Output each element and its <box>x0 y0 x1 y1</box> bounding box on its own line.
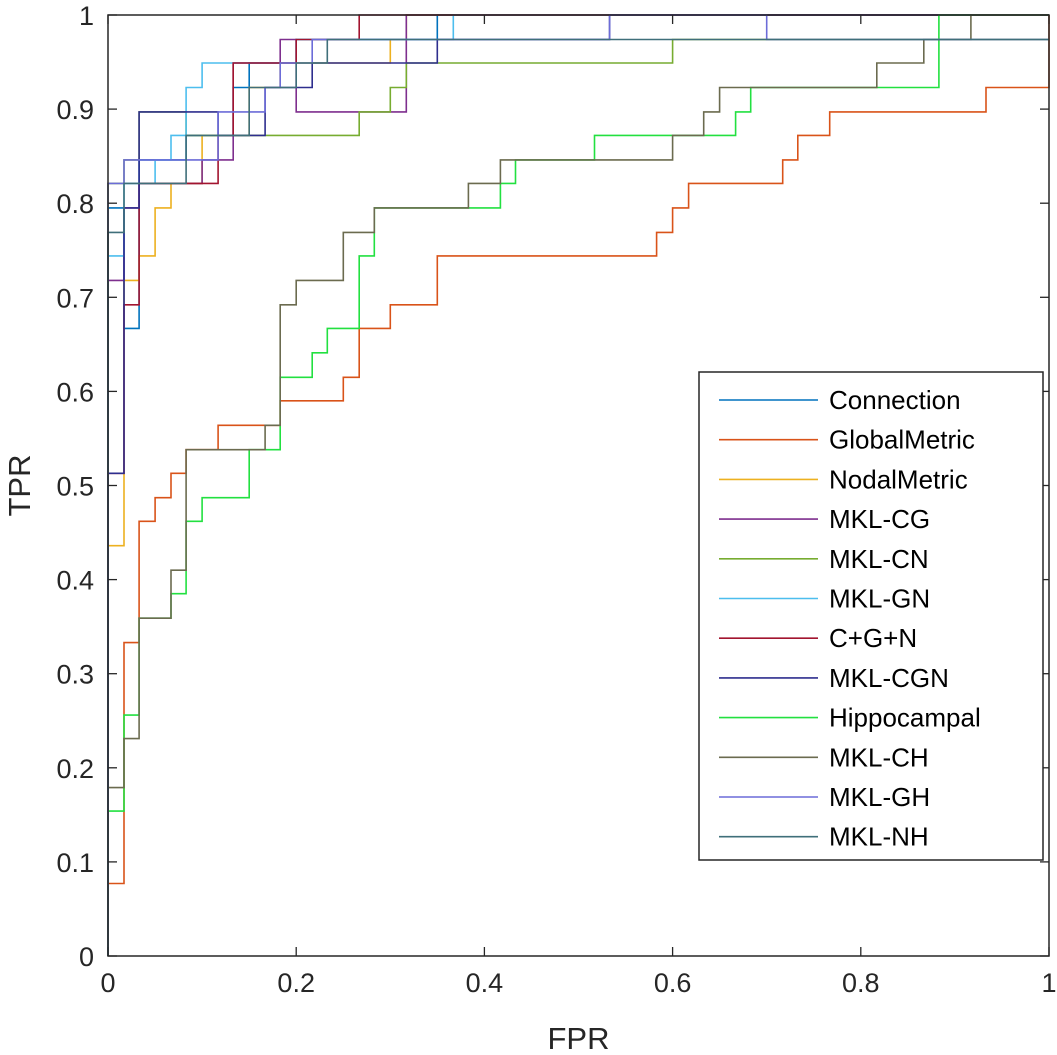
legend: Connection GlobalMetric NodalMetric MKL-CG M… <box>698 371 1044 861</box>
x-tick-label: 0 <box>100 968 115 998</box>
series-line-globalmetric <box>107 15 1050 956</box>
y-tick-label: 0.6 <box>56 377 94 407</box>
legend-label-globalmetric: GlobalMetric <box>829 425 975 455</box>
y-tick-label: 0.3 <box>56 660 94 690</box>
axis-ticks: 0 0.2 0.4 0.6 0.8 1 0 0.1 0.2 0.3 0.4 0.5 0.6 0.7 0.8 0… <box>56 1 1056 998</box>
legend-label-mkl-gh: MKL-GH <box>829 782 930 812</box>
legend-label-mkl-gn: MKL-GN <box>829 584 930 614</box>
x-tick-label: 0.6 <box>654 968 692 998</box>
plot-area-frame <box>107 14 1050 957</box>
y-tick-label: 0.5 <box>56 472 94 502</box>
x-axis-label: FPR <box>548 1021 610 1055</box>
legend-label-mkl-cg: MKL-CG <box>829 504 930 534</box>
y-tick-label: 0 <box>79 942 94 972</box>
y-axis-label: TPR <box>2 455 37 517</box>
legend-label-mkl-cn: MKL-CN <box>829 544 929 574</box>
legend-label-nodalmetric: NodalMetric <box>829 464 968 494</box>
legend-label-mkl-ch: MKL-CH <box>829 742 929 772</box>
x-tick-label: 0.4 <box>466 968 504 998</box>
y-tick-label: 0.7 <box>56 283 94 313</box>
y-tick-label: 1 <box>79 1 94 31</box>
legend-label-hippocampal: Hippocampal <box>829 703 981 733</box>
y-tick-label: 0.8 <box>56 189 94 219</box>
legend-box <box>698 371 1044 861</box>
x-tick-label: 0.2 <box>277 968 315 998</box>
legend-label-mkl-nh: MKL-NH <box>829 822 929 852</box>
y-tick-label: 0.9 <box>56 95 94 125</box>
x-tick-label: 1 <box>1041 968 1056 998</box>
legend-label-c-g-n: C+G+N <box>829 623 917 653</box>
legend-label-connection: Connection <box>829 385 961 415</box>
legend-label-mkl-cgn: MKL-CGN <box>829 663 949 693</box>
series-line-mkl-ch <box>107 14 1049 956</box>
series-line-mkl-nh <box>107 38 1049 956</box>
x-tick-label: 0.8 <box>842 968 880 998</box>
y-tick-label: 0.1 <box>56 848 94 878</box>
y-tick-label: 0.2 <box>56 754 94 784</box>
y-tick-label: 0.4 <box>56 566 94 596</box>
